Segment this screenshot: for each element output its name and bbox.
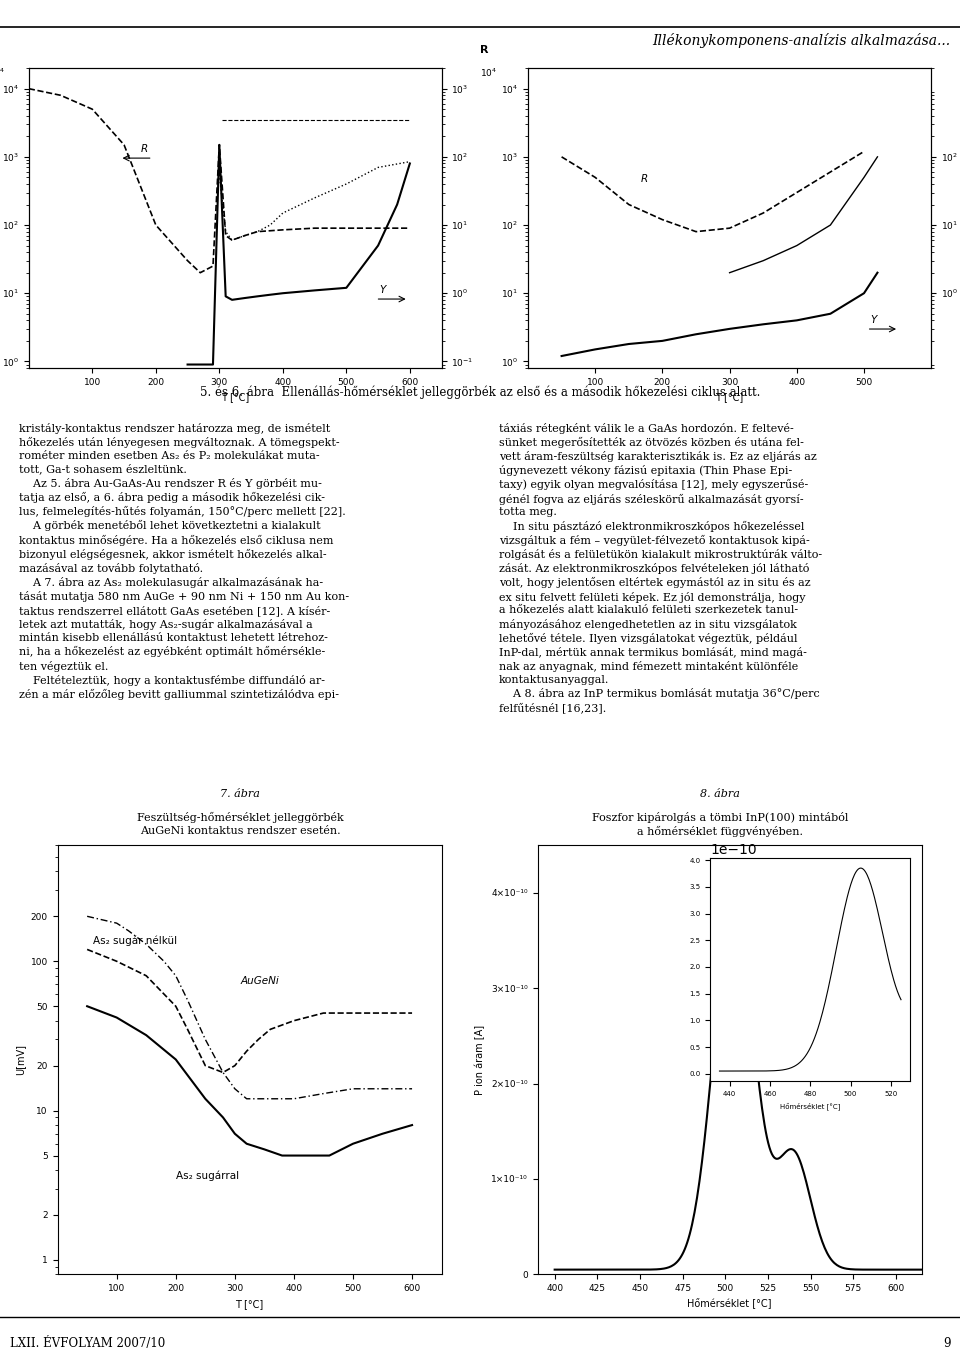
Text: Foszfor kipárolgás a tömbi InP(100) mintából
a hőmérséklet függvényében.: Foszfor kipárolgás a tömbi InP(100) mint… <box>591 812 849 837</box>
Text: Y: Y <box>379 285 386 294</box>
Text: Y: Y <box>871 315 877 324</box>
Text: $10^4$: $10^4$ <box>480 67 496 79</box>
Text: R: R <box>641 174 648 184</box>
Text: Feszültség-hőmérséklet jelleggörbék
AuGeNi kontaktus rendszer esetén.: Feszültség-hőmérséklet jelleggörbék AuGe… <box>136 812 344 836</box>
Text: As₂ sugárral: As₂ sugárral <box>176 1171 239 1180</box>
Y-axis label: P ion áram [A]: P ion áram [A] <box>475 1025 486 1094</box>
X-axis label: T [°C]: T [°C] <box>221 393 250 402</box>
Text: 9: 9 <box>943 1337 950 1351</box>
Text: 8. ábra: 8. ábra <box>700 789 740 799</box>
Text: 7. ábra: 7. ábra <box>220 789 260 799</box>
Text: táxiás rétegként válik le a GaAs hordozón. E feltevé-
sünket megerősítették az ö: táxiás rétegként válik le a GaAs hordozó… <box>499 423 823 713</box>
Text: AuGeNi: AuGeNi <box>241 976 279 987</box>
Text: As₂ sugár nélkül: As₂ sugár nélkül <box>93 936 178 946</box>
X-axis label: Hőmérséklet [°C]: Hőmérséklet [°C] <box>687 1299 772 1310</box>
X-axis label: T [°C]: T [°C] <box>235 1299 264 1308</box>
Text: LXII. ÉVFOLYAM 2007/10: LXII. ÉVFOLYAM 2007/10 <box>10 1337 165 1351</box>
Text: kristály-kontaktus rendszer határozza meg, de ismételt
hőkezelés után lényegesen: kristály-kontaktus rendszer határozza me… <box>19 423 349 701</box>
Y-axis label: U[mV]: U[mV] <box>15 1044 25 1075</box>
Text: Illékonykomponens-analízis alkalmazása...: Illékonykomponens-analízis alkalmazása..… <box>652 33 950 49</box>
Text: R: R <box>480 45 488 55</box>
Text: 5. és 6. ábra  Ellenállás-hőmérséklet jelleggörbék az első és a második hőkezelé: 5. és 6. ábra Ellenállás-hőmérséklet jel… <box>200 386 760 398</box>
X-axis label: T [°C]: T [°C] <box>715 393 744 402</box>
Text: $10^4$: $10^4$ <box>0 67 5 79</box>
Text: R: R <box>140 144 148 154</box>
